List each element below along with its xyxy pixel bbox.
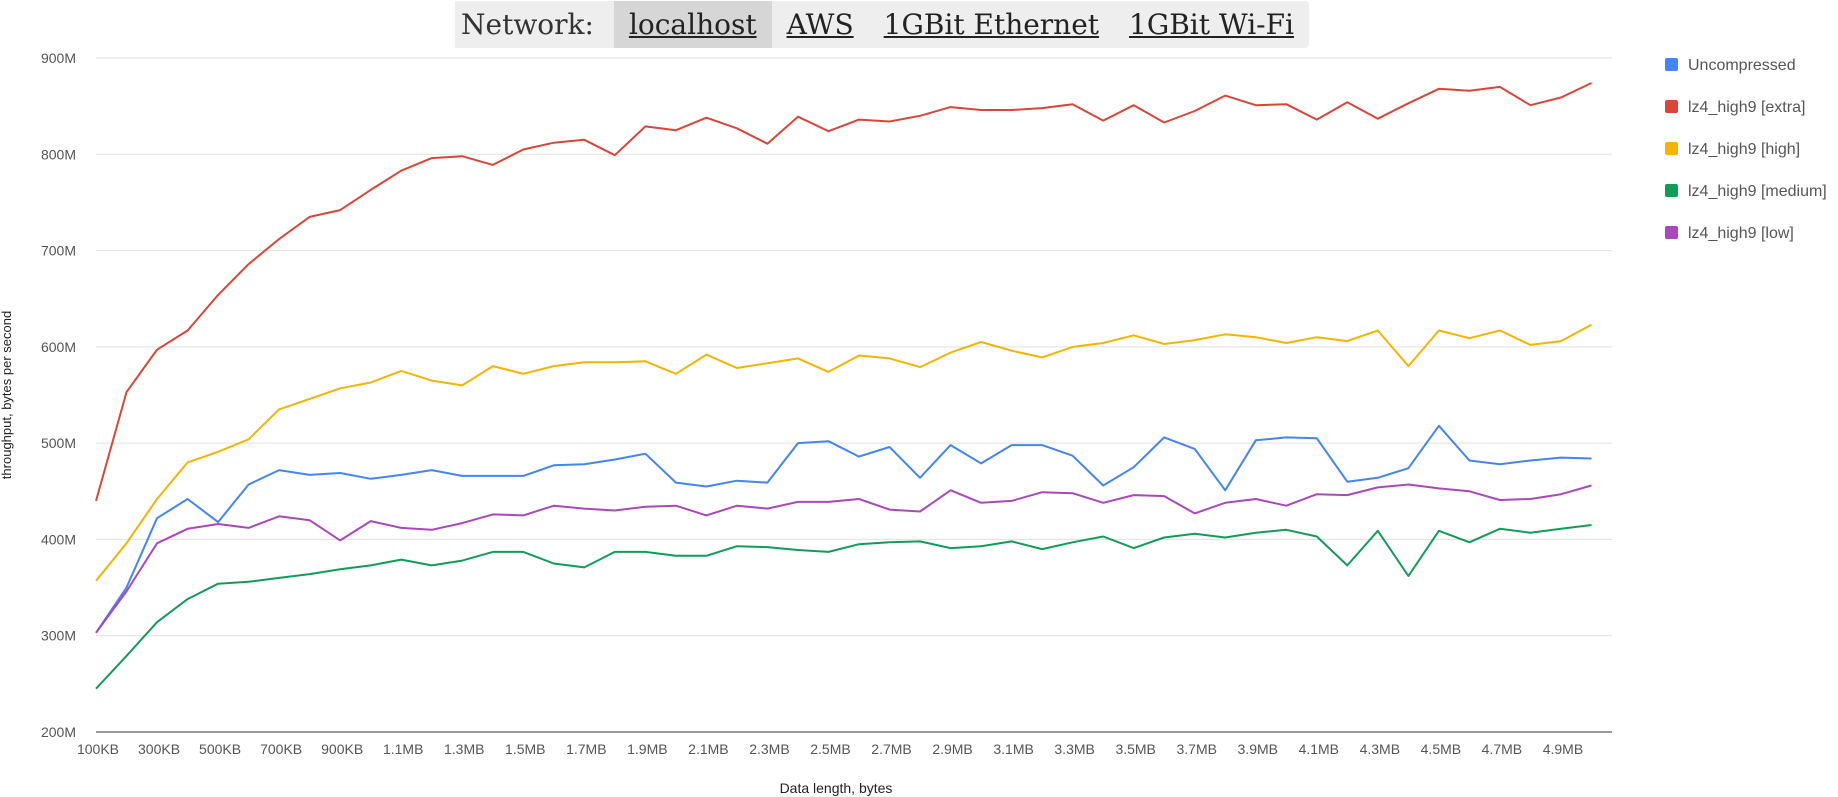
legend-swatch bbox=[1665, 58, 1678, 71]
x-tick-label: 4.3MB bbox=[1360, 741, 1400, 757]
chart-grid bbox=[96, 57, 1612, 733]
y-tick-label: 200M bbox=[41, 724, 76, 740]
x-tick-label: 2.1MB bbox=[688, 741, 728, 757]
series-line-0 bbox=[95, 424, 1592, 634]
chart-series bbox=[95, 82, 1592, 690]
x-axis-label: Data length, bytes bbox=[780, 780, 893, 796]
x-tick-label: 500KB bbox=[199, 741, 241, 757]
tab-1gbit-ethernet[interactable]: 1GBit Ethernet bbox=[883, 8, 1100, 41]
x-axis-ticks: 100KB 300KB 500KB 700KB 900KB 1.1MB 1.3MB 1.5MB… bbox=[77, 741, 1583, 757]
x-tick-label: 900KB bbox=[321, 741, 363, 757]
legend-swatch bbox=[1665, 184, 1678, 197]
y-tick-label: 800M bbox=[41, 146, 76, 162]
series-line-2 bbox=[95, 323, 1592, 582]
x-tick-label: 2.7MB bbox=[871, 741, 911, 757]
x-tick-label: 3.9MB bbox=[1238, 741, 1278, 757]
x-tick-label: 1.1MB bbox=[383, 741, 423, 757]
series-line-3 bbox=[95, 524, 1592, 690]
y-tick-label: 700M bbox=[41, 243, 76, 259]
x-tick-label: 2.3MB bbox=[749, 741, 789, 757]
legend-swatch bbox=[1665, 226, 1678, 239]
x-tick-label: 1.3MB bbox=[444, 741, 484, 757]
x-tick-label: 1.9MB bbox=[627, 741, 667, 757]
chart-legend: Uncompressed lz4_high9 [extra] lz4_high9 [… bbox=[1665, 57, 1827, 242]
x-tick-label: 4.9MB bbox=[1543, 741, 1583, 757]
tab-localhost[interactable]: localhost bbox=[613, 1, 772, 48]
tab-aws[interactable]: AWS bbox=[786, 8, 854, 41]
y-tick-label: 600M bbox=[41, 339, 76, 355]
network-label: Network: bbox=[455, 1, 614, 48]
y-tick-label: 300M bbox=[41, 628, 76, 644]
x-tick-label: 4.1MB bbox=[1299, 741, 1339, 757]
series-line-4 bbox=[95, 483, 1592, 634]
series-line-1 bbox=[95, 82, 1592, 502]
x-tick-label: 700KB bbox=[260, 741, 302, 757]
tab-1gbit-wifi[interactable]: 1GBit Wi-Fi bbox=[1129, 8, 1294, 41]
x-tick-label: 3.7MB bbox=[1176, 741, 1216, 757]
legend-swatch bbox=[1665, 100, 1678, 113]
legend-label: lz4_high9 [extra] bbox=[1688, 99, 1805, 116]
legend-label: lz4_high9 [high] bbox=[1688, 141, 1800, 158]
network-selector: Network: localhost AWS 1GBit Ethernet 1G… bbox=[455, 1, 1309, 48]
x-tick-label: 1.7MB bbox=[566, 741, 606, 757]
legend-swatch bbox=[1665, 142, 1678, 155]
x-tick-label: 4.5MB bbox=[1421, 741, 1461, 757]
x-tick-label: 3.1MB bbox=[993, 741, 1033, 757]
y-tick-label: 400M bbox=[41, 531, 76, 547]
y-axis-label: throughput, bytes per second bbox=[0, 311, 14, 479]
y-axis-ticks: 200M 300M 400M 500M 600M 700M 800M 900M bbox=[41, 50, 76, 740]
legend-label: lz4_high9 [low] bbox=[1688, 225, 1794, 242]
x-tick-label: 2.9MB bbox=[932, 741, 972, 757]
x-tick-label: 100KB bbox=[77, 741, 119, 757]
y-tick-label: 500M bbox=[41, 435, 76, 451]
y-tick-label: 900M bbox=[41, 50, 76, 66]
x-tick-label: 3.3MB bbox=[1054, 741, 1094, 757]
legend-label: Uncompressed bbox=[1688, 57, 1796, 74]
x-tick-label: 300KB bbox=[138, 741, 180, 757]
x-tick-label: 2.5MB bbox=[810, 741, 850, 757]
x-tick-label: 1.5MB bbox=[505, 741, 545, 757]
x-tick-label: 3.5MB bbox=[1115, 741, 1155, 757]
legend-label: lz4_high9 [medium] bbox=[1688, 183, 1827, 200]
x-tick-label: 4.7MB bbox=[1482, 741, 1522, 757]
